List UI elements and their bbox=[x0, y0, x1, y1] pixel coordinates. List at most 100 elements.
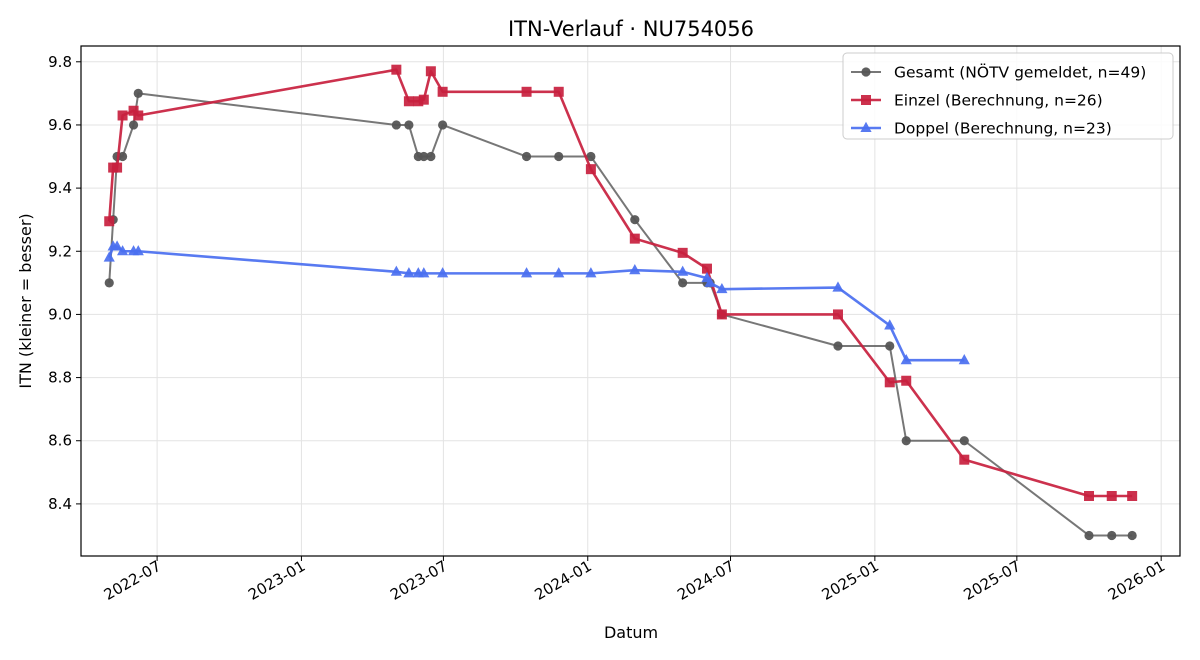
series-einzel-point bbox=[1127, 491, 1138, 501]
series-einzel-point bbox=[1106, 491, 1117, 501]
series-gesamt-point bbox=[104, 278, 114, 288]
y-axis-title: ITN (kleiner = besser) bbox=[16, 213, 35, 388]
series-einzel-point bbox=[585, 164, 596, 175]
grid bbox=[81, 46, 1180, 556]
series-gesamt-point bbox=[554, 151, 564, 162]
series-einzel-point bbox=[521, 86, 532, 97]
series-einzel-point bbox=[701, 263, 712, 274]
series-einzel-point bbox=[1084, 491, 1095, 501]
series-gesamt-point bbox=[521, 151, 532, 162]
y-tick-label: 9.2 bbox=[48, 242, 72, 260]
x-axis: 2022-07 2023-01 2023-07 2024-01 2024-07 2025-… bbox=[101, 556, 1168, 604]
x-tick-label: 2023-07 bbox=[387, 557, 450, 604]
series-gesamt-point bbox=[426, 151, 436, 162]
legend-marker bbox=[861, 95, 871, 105]
series-gesamt-point bbox=[1127, 530, 1137, 541]
series-einzel-point bbox=[437, 86, 448, 97]
series-einzel-point bbox=[832, 309, 843, 320]
legend-label: Einzel (Berechnung, n=26) bbox=[894, 92, 1103, 110]
legend-marker bbox=[861, 67, 871, 77]
series-layer bbox=[103, 64, 1138, 541]
legend-label: Gesamt (NÖTV gemeldet, n=49) bbox=[894, 63, 1146, 82]
y-tick-label: 9.8 bbox=[48, 53, 72, 71]
series-einzel-point bbox=[629, 233, 640, 244]
series-einzel-point bbox=[413, 96, 424, 107]
series-gesamt-point bbox=[901, 436, 911, 446]
series-einzel-point bbox=[391, 64, 402, 75]
series-gesamt-point bbox=[1107, 530, 1117, 541]
series-einzel-point bbox=[884, 377, 895, 388]
legend-entry: Gesamt (NÖTV gemeldet, n=49) bbox=[851, 63, 1146, 82]
series-einzel-point bbox=[716, 309, 727, 320]
series-gesamt-point bbox=[438, 120, 448, 130]
series-gesamt-point bbox=[117, 151, 128, 162]
series-gesamt-point bbox=[391, 120, 401, 130]
series-gesamt-point bbox=[678, 278, 688, 288]
series-gesamt-point bbox=[404, 120, 414, 130]
series-doppel-point bbox=[629, 264, 641, 275]
y-tick-label: 8.8 bbox=[48, 369, 72, 387]
series-gesamt-point bbox=[1084, 530, 1094, 541]
y-axis: 8.4 8.6 8.8 9.0 9.2 9.4 9.6 9.8 bbox=[48, 53, 81, 513]
x-axis-title: Datum bbox=[604, 623, 658, 642]
series-doppel-point bbox=[704, 276, 716, 287]
x-tick-label: 2025-01 bbox=[819, 557, 882, 604]
series-doppel-point bbox=[418, 267, 430, 278]
series-doppel-point bbox=[403, 267, 415, 278]
series-doppel-point bbox=[716, 282, 728, 294]
series-gesamt-point bbox=[885, 341, 895, 351]
series-einzel-point bbox=[677, 247, 688, 258]
series-einzel-point bbox=[901, 375, 912, 386]
series-doppel-point bbox=[437, 267, 449, 278]
legend-entry: Einzel (Berechnung, n=26) bbox=[851, 92, 1103, 110]
y-tick-label: 8.6 bbox=[48, 432, 72, 450]
series-einzel-point bbox=[425, 66, 436, 77]
y-tick-label: 9.6 bbox=[48, 116, 72, 134]
x-tick-label: 2025-07 bbox=[961, 557, 1024, 604]
series-gesamt-point bbox=[630, 215, 640, 225]
series-einzel-point bbox=[959, 454, 970, 465]
series-gesamt-point bbox=[833, 341, 843, 351]
x-tick-label: 2024-01 bbox=[531, 557, 594, 604]
series-doppel-point bbox=[553, 267, 565, 278]
y-tick-label: 8.4 bbox=[48, 495, 72, 513]
series-einzel-point bbox=[418, 94, 429, 105]
chart-title: ITN-Verlauf · NU754056 bbox=[508, 17, 754, 41]
legend-label: Doppel (Berechnung, n=23) bbox=[894, 120, 1112, 138]
x-tick-label: 2023-01 bbox=[245, 557, 308, 604]
series-einzel-point bbox=[133, 110, 144, 121]
legend-entry: Doppel (Berechnung, n=23) bbox=[851, 120, 1112, 138]
x-tick-label: 2026-01 bbox=[1105, 557, 1168, 604]
series-doppel bbox=[103, 240, 970, 365]
series-doppel-point bbox=[103, 251, 115, 262]
series-gesamt-point bbox=[419, 151, 429, 162]
x-tick-label: 2024-07 bbox=[674, 557, 737, 604]
series-doppel-point bbox=[585, 267, 597, 278]
series-einzel bbox=[104, 64, 1138, 501]
x-tick-label: 2022-07 bbox=[101, 557, 164, 604]
plot-frame bbox=[80, 45, 1181, 557]
series-doppel-point bbox=[390, 265, 402, 276]
series-einzel-point bbox=[553, 86, 564, 97]
series-doppel-point bbox=[111, 240, 123, 251]
series-einzel-point bbox=[112, 162, 123, 173]
series-doppel-point bbox=[884, 319, 896, 330]
series-doppel-point bbox=[520, 267, 533, 278]
series-gesamt-point bbox=[959, 436, 969, 446]
series-doppel-point bbox=[900, 354, 912, 365]
series-gesamt-point bbox=[128, 120, 139, 130]
series-einzel-point bbox=[403, 96, 414, 107]
series-doppel-point bbox=[132, 245, 144, 256]
y-tick-label: 9.4 bbox=[48, 179, 72, 197]
legend-marker bbox=[860, 121, 872, 132]
series-doppel-point bbox=[832, 281, 844, 292]
series-einzel-point bbox=[117, 110, 128, 121]
y-tick-label: 9.0 bbox=[48, 305, 72, 323]
legend-box bbox=[842, 52, 1174, 140]
series-doppel-point bbox=[677, 265, 689, 276]
series-einzel-point bbox=[104, 216, 115, 227]
legend: Gesamt (NÖTV gemeldet, n=49) Einzel (Bere… bbox=[842, 52, 1174, 140]
series-gesamt-point bbox=[133, 88, 143, 98]
series-gesamt-point bbox=[586, 151, 596, 162]
